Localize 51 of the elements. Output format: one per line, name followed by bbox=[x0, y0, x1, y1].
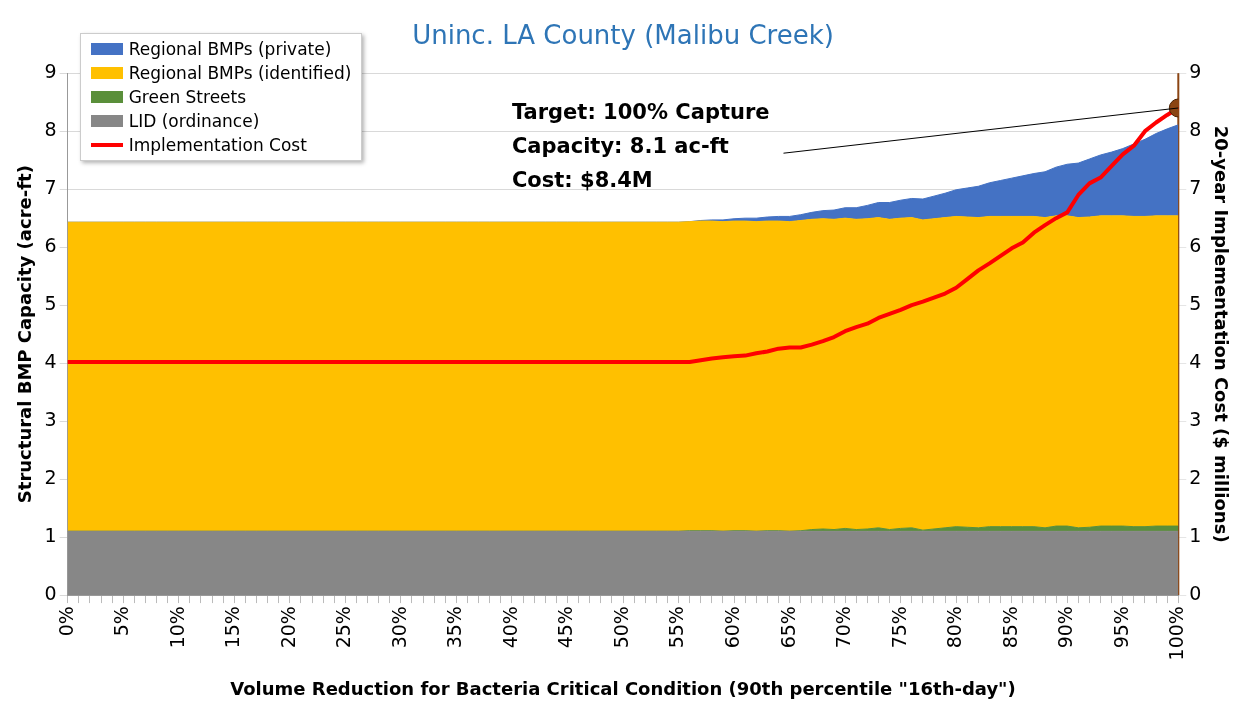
x-tick-label: 10% bbox=[165, 606, 188, 649]
x-tick-label: 65% bbox=[776, 606, 799, 649]
x-tick-label: 20% bbox=[276, 606, 299, 649]
y-tick-label: 5 bbox=[44, 292, 57, 315]
y2-tick-label: 7 bbox=[1189, 176, 1202, 199]
y2-tick-label: 3 bbox=[1189, 408, 1202, 431]
chart-title: Uninc. LA County (Malibu Creek) bbox=[412, 20, 834, 51]
x-tick-label: 90% bbox=[1054, 606, 1077, 649]
y2-tick-label: 0 bbox=[1189, 582, 1202, 605]
x-tick-label: 100% bbox=[1165, 606, 1188, 661]
x-tick-label: 35% bbox=[443, 606, 466, 649]
y2-tick-label: 5 bbox=[1189, 292, 1202, 315]
x-tick-label: 95% bbox=[1109, 606, 1132, 649]
x-tick-label: 0% bbox=[54, 606, 77, 637]
x-tick-label: 45% bbox=[554, 606, 577, 649]
x-tick-label: 70% bbox=[832, 606, 855, 649]
x-axis-title: Volume Reduction for Bacteria Critical Condition (90th percentile "16th-day") bbox=[230, 677, 1016, 699]
legend-label: Regional BMPs (identified) bbox=[128, 63, 352, 84]
y-tick-label: 1 bbox=[44, 524, 57, 547]
x-tick-label: 75% bbox=[887, 606, 910, 649]
y2-tick-label: 6 bbox=[1189, 234, 1202, 257]
y-axis-title: Structural BMP Capacity (acre-ft) bbox=[14, 165, 36, 504]
legend-label: Green Streets bbox=[128, 87, 247, 108]
y2-tick-label: 8 bbox=[1189, 118, 1202, 141]
y-tick-label: 2 bbox=[44, 466, 57, 489]
x-tick-label: 25% bbox=[332, 606, 355, 649]
legend-label: Regional BMPs (private) bbox=[128, 39, 332, 60]
x-tick-label: 85% bbox=[998, 606, 1021, 649]
y-tick-label: 8 bbox=[44, 118, 57, 141]
y-tick-label: 9 bbox=[44, 60, 57, 83]
x-tick-label: 80% bbox=[943, 606, 966, 649]
x-tick-label: 5% bbox=[110, 606, 133, 637]
y-tick-label: 4 bbox=[44, 350, 57, 373]
y2-axis-title: 20-year Implementation Cost ($ millions) bbox=[1210, 125, 1232, 543]
x-tick-label: 55% bbox=[665, 606, 688, 649]
y2-tick-label: 1 bbox=[1189, 524, 1202, 547]
legend-label: LID (ordinance) bbox=[128, 111, 260, 132]
x-tick-label: 30% bbox=[387, 606, 410, 649]
x-tick-label: 60% bbox=[721, 606, 743, 649]
y2-tick-label: 2 bbox=[1189, 466, 1202, 489]
y2-tick-label: 4 bbox=[1189, 350, 1202, 373]
y-tick-label: 0 bbox=[44, 582, 57, 605]
y-tick-label: 7 bbox=[44, 176, 57, 199]
legend-label: Implementation Cost bbox=[128, 135, 307, 156]
annotation: Target: 100% Capture Capacity: 8.1 ac-ft Cost: $8.4M bbox=[511, 99, 770, 192]
y-tick-label: 3 bbox=[44, 408, 57, 431]
x-tick-label: 50% bbox=[609, 606, 632, 649]
y2-tick-label: 9 bbox=[1189, 60, 1202, 83]
x-tick-label: 15% bbox=[221, 606, 244, 649]
x-tick-label: 40% bbox=[498, 606, 521, 649]
y-tick-label: 6 bbox=[44, 234, 57, 257]
